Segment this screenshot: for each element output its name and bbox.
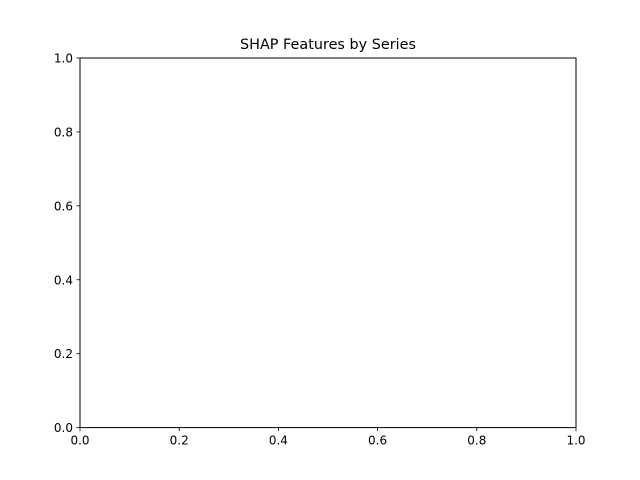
x-tick-label: 0.8	[467, 434, 486, 448]
y-tick-label: 0.0	[54, 421, 73, 435]
x-tick-label: 1.0	[566, 434, 585, 448]
y-tick-label: 0.2	[54, 347, 73, 361]
x-tick-label: 0.4	[269, 434, 288, 448]
y-axis: 0.0 0.2 0.4 0.6 0.8 1.0	[54, 52, 80, 435]
y-tick-label: 1.0	[54, 52, 73, 66]
chart-title: SHAP Features by Series	[240, 37, 416, 53]
x-tick-label: 0.2	[170, 434, 189, 448]
x-tick-label: 0.6	[368, 434, 387, 448]
y-tick-label: 0.6	[54, 199, 73, 213]
x-tick-label: 0.0	[70, 434, 89, 448]
axes-frame	[79, 57, 577, 429]
y-tick-label: 0.4	[54, 273, 73, 287]
x-axis: 0.0 0.2 0.4 0.6 0.8 1.0	[70, 427, 586, 448]
y-tick-label: 0.8	[54, 125, 73, 139]
